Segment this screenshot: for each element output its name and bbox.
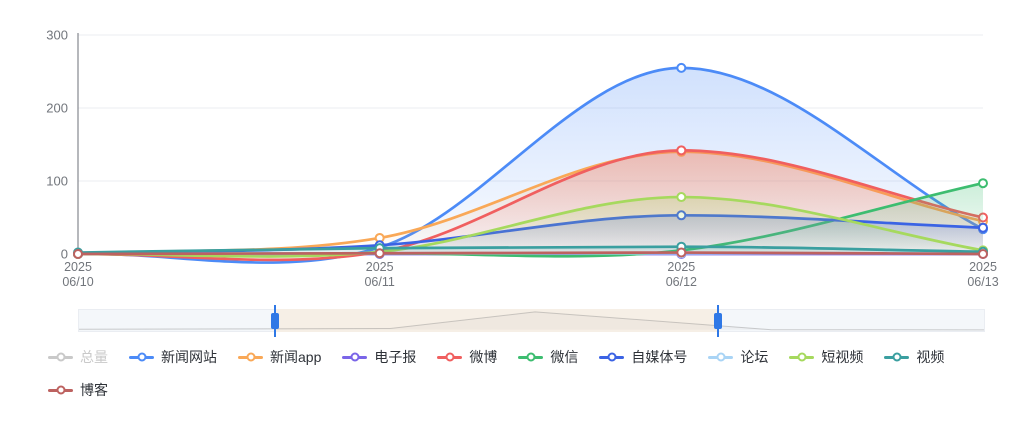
legend-marker-icon xyxy=(437,352,463,362)
series-line-视频 xyxy=(76,245,985,254)
legend-ring-icon xyxy=(56,352,65,362)
legend-ring-icon xyxy=(892,352,902,362)
line-chart-plot[interactable]: 0 100 200 300 2025 06/10 2025 06/11 2025 06/12 202… xyxy=(0,0,1024,300)
series-marker-新闻网站 xyxy=(676,62,687,73)
y-axis-label: 300 xyxy=(46,28,68,43)
datazoom-shadow-line xyxy=(79,311,984,331)
legend-item-微信[interactable]: 微信 xyxy=(518,349,578,365)
datazoom-data-shadow xyxy=(79,311,984,331)
series-marker-短视频 xyxy=(676,192,687,203)
legend-item-label: 视频 xyxy=(916,349,945,365)
legend: 总量 新闻网站 新闻app 电子报 微博 微信 自媒体号 论坛 短视频 视频博客 xyxy=(48,349,983,398)
x-axis-label: 2025 06/11 xyxy=(364,260,394,289)
series-line-博客 xyxy=(76,251,985,256)
datazoom-slider[interactable] xyxy=(78,304,985,337)
legend-item-label: 论坛 xyxy=(740,349,769,365)
legend-item-label: 总量 xyxy=(80,349,108,365)
series-marker-博客 xyxy=(73,249,83,259)
legend-item-label: 微信 xyxy=(550,349,579,365)
legend-marker-icon xyxy=(342,352,368,362)
datazoom-left-handle[interactable] xyxy=(271,304,280,337)
series-line-微博 xyxy=(76,148,985,262)
legend-ring-icon xyxy=(445,352,455,362)
legend-item-label: 新闻app xyxy=(270,349,322,365)
legend-item-视频[interactable]: 视频 xyxy=(884,349,944,365)
series-line-短视频 xyxy=(76,195,985,258)
datazoom-window[interactable] xyxy=(275,309,718,332)
legend-ring-icon xyxy=(56,385,65,395)
datazoom-right-grip-icon xyxy=(713,312,722,329)
legend-marker-icon xyxy=(518,352,544,362)
legend-item-新闻网站[interactable]: 新闻网站 xyxy=(129,349,217,365)
legend-item-博客[interactable]: 博客 xyxy=(48,382,108,398)
legend-item-新闻app[interactable]: 新闻app xyxy=(238,349,321,365)
legend-marker-icon xyxy=(129,352,154,362)
legend-marker-icon xyxy=(599,352,625,362)
y-axis-label: 0 xyxy=(61,247,68,262)
legend-item-label: 微博 xyxy=(469,349,498,365)
series-marker-微博 xyxy=(676,145,687,156)
legend-item-论坛[interactable]: 论坛 xyxy=(708,349,768,365)
legend-item-电子报[interactable]: 电子报 xyxy=(342,349,416,365)
legend-ring-icon xyxy=(716,352,726,362)
datazoom-right-handle[interactable] xyxy=(713,304,722,337)
datazoom-left-grip-icon xyxy=(271,312,280,329)
legend-item-自媒体号[interactable]: 自媒体号 xyxy=(599,349,687,365)
legend-item-短视频[interactable]: 短视频 xyxy=(789,349,863,365)
legend-item-label: 自媒体号 xyxy=(631,349,688,365)
legend-item-微博[interactable]: 微博 xyxy=(437,349,497,365)
series-marker-博客 xyxy=(978,249,988,259)
series-marker-博客 xyxy=(676,247,687,258)
y-axis-label: 100 xyxy=(46,174,68,189)
legend-item-label: 新闻网站 xyxy=(161,349,217,365)
series-marker-博客 xyxy=(374,248,385,259)
legend-ring-icon xyxy=(607,352,617,362)
legend-ring-icon xyxy=(350,352,360,362)
legend-marker-icon xyxy=(708,352,734,362)
y-axis-label: 200 xyxy=(46,101,68,116)
legend-item-label: 短视频 xyxy=(821,349,864,365)
x-axis-label: 2025 06/13 xyxy=(967,260,998,289)
series-marker-自媒体号 xyxy=(978,222,988,233)
legend-ring-icon xyxy=(137,352,146,362)
series-marker-微信 xyxy=(978,178,988,189)
legend-ring-icon xyxy=(246,352,255,362)
legend-marker-icon xyxy=(789,352,815,362)
series-line-新闻网站 xyxy=(76,66,985,264)
legend-item-label: 电子报 xyxy=(374,349,417,365)
legend-item-label: 博客 xyxy=(80,382,108,398)
legend-marker-icon xyxy=(238,352,263,362)
series-area-短视频 xyxy=(78,197,983,257)
legend-item-总量[interactable]: 总量 xyxy=(48,349,108,365)
legend-marker-icon xyxy=(48,385,73,395)
legend-ring-icon xyxy=(526,352,536,362)
legend-marker-icon xyxy=(884,352,910,362)
x-axis-label: 2025 06/10 xyxy=(62,260,93,289)
legend-marker-icon xyxy=(48,352,73,362)
x-axis-label: 2025 06/12 xyxy=(666,260,697,289)
legend-ring-icon xyxy=(797,352,807,362)
